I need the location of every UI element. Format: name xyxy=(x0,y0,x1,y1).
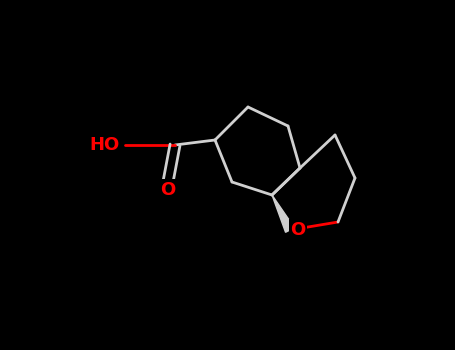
Text: HO: HO xyxy=(90,136,120,154)
Text: O: O xyxy=(160,181,176,199)
Polygon shape xyxy=(272,195,294,232)
Text: O: O xyxy=(290,221,306,239)
